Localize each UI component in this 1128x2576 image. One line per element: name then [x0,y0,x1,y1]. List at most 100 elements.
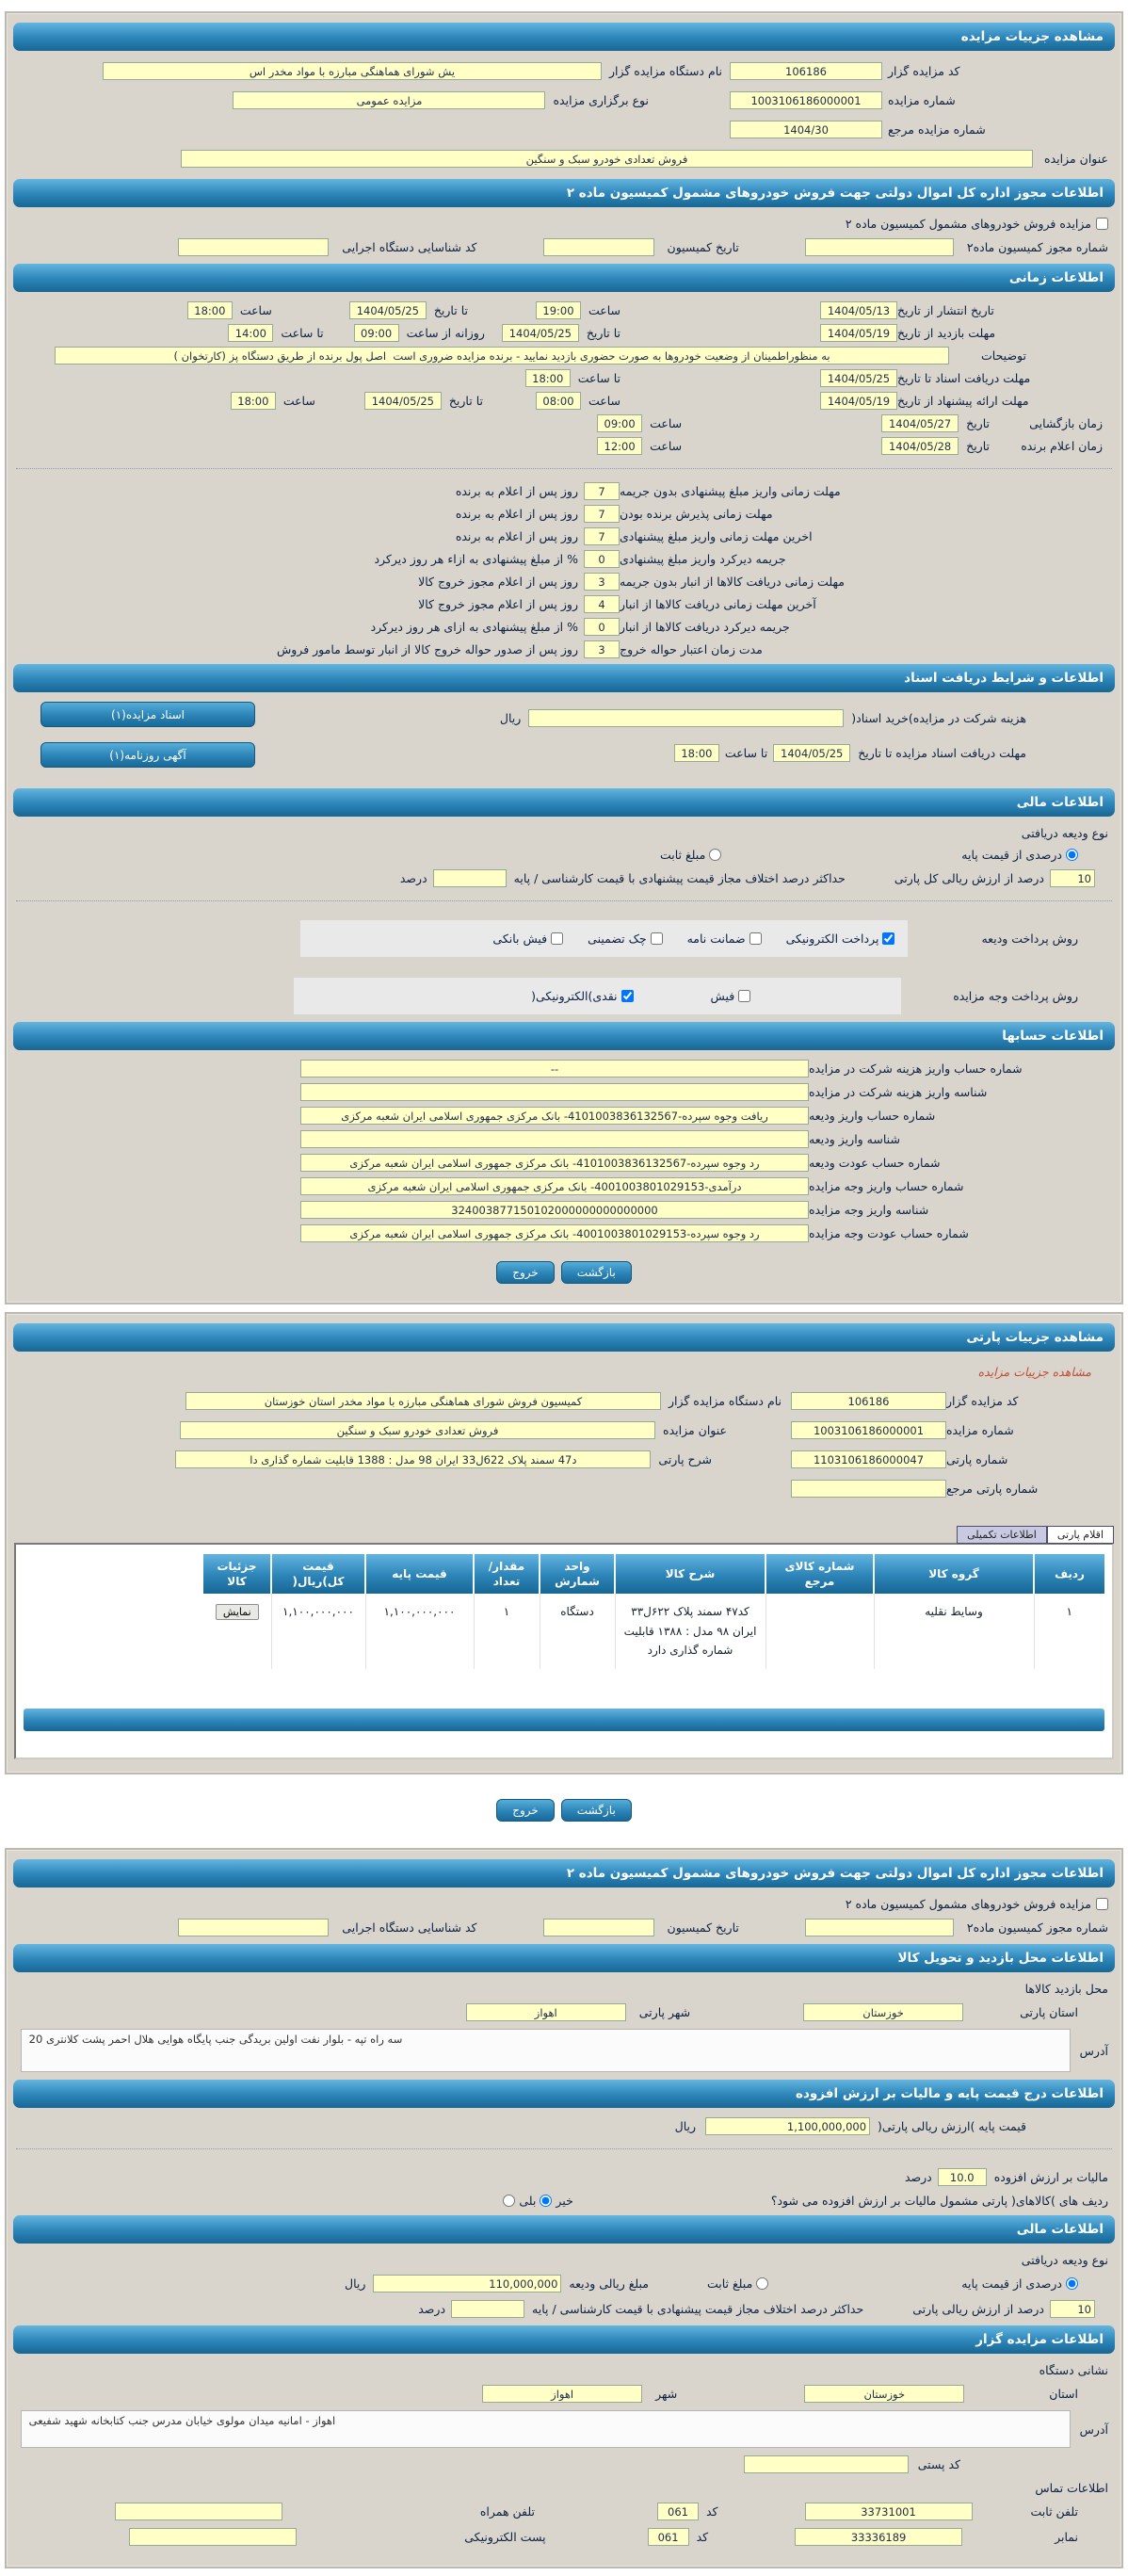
fax-input[interactable] [795,2528,963,2546]
deposit-percent-radio[interactable] [1066,2277,1078,2290]
auction-documents-button[interactable]: اسناد مزایده(۱) [40,702,255,727]
visit-until-time-input[interactable] [228,324,274,342]
docs-deadline2-date-input[interactable] [773,744,851,762]
publish-from-date-input[interactable] [820,301,897,319]
commission2-checkbox[interactable] [1096,1898,1108,1910]
bidder-code-input[interactable] [730,62,882,80]
account-input[interactable] [300,1083,809,1101]
party-bidder-code-input[interactable] [791,1392,946,1410]
show-item-details-button[interactable]: نمایش [215,1604,259,1621]
deposit-fixed-radio[interactable] [756,2277,769,2290]
offer-to-time-input[interactable] [230,392,276,410]
account-input[interactable] [300,1154,809,1172]
offer-from-date-input[interactable] [820,392,897,410]
winner-time-input[interactable] [597,437,643,455]
guarantee-checkbox[interactable] [749,932,762,945]
cash-electronic-checkbox[interactable] [620,990,634,1002]
permit-no-input[interactable] [804,1919,954,1936]
account-input[interactable] [300,1107,809,1125]
party-city-input[interactable] [465,2003,626,2021]
opening-date-input[interactable] [881,414,959,432]
penalty-value-input[interactable] [584,640,620,658]
party-desc-input[interactable] [175,1450,652,1468]
penalty-value-input[interactable] [584,527,620,545]
docs-deadline2-time-input[interactable] [673,744,719,762]
account-input[interactable] [300,1177,809,1195]
maxdiff-input[interactable] [432,869,507,887]
publish-to-time-input[interactable] [186,301,233,319]
exit-button[interactable]: خروج [496,1799,555,1822]
phone-code-input[interactable] [657,2503,699,2520]
visit-from-date-input[interactable] [820,324,897,342]
base-price-input[interactable] [705,2117,871,2135]
phone-input[interactable] [804,2503,973,2520]
party-ref-input[interactable] [791,1480,946,1498]
deposit-fixed-radio[interactable] [709,849,722,861]
slip-checkbox[interactable] [738,990,751,1002]
auction-subject-input[interactable] [181,150,1034,168]
account-input[interactable] [300,1201,809,1219]
electronic-payment-checkbox[interactable] [882,932,895,945]
commission2-checkbox[interactable] [1096,218,1108,230]
account-input[interactable] [300,1224,809,1242]
org-city-input[interactable] [482,2385,643,2403]
email-input[interactable] [129,2528,298,2546]
deposit-percent-radio[interactable] [1066,849,1078,861]
penalty-value-input[interactable] [584,482,620,500]
back-button[interactable]: بازگشت [560,1261,632,1284]
opening-time-input[interactable] [597,414,643,432]
auction-ref-input[interactable] [730,121,882,138]
org-name-input[interactable] [102,62,602,80]
org-address-field[interactable]: اهواز - امانیه میدان مولوی خیابان مدرس ج… [20,2410,1071,2448]
deposit-amount-input[interactable] [373,2275,562,2292]
postal-code-input[interactable] [743,2455,909,2473]
offer-from-time-input[interactable] [535,392,581,410]
exec-id-input[interactable] [178,1919,330,1936]
vat-no-radio[interactable] [540,2195,553,2207]
org-province-input[interactable] [804,2385,965,2403]
commission-date-input[interactable] [542,1919,654,1936]
fax-code-input[interactable] [647,2528,689,2546]
vat-input[interactable] [937,2168,987,2186]
docs-deadline-time-input[interactable] [524,369,571,387]
auction-no-input[interactable] [730,91,882,109]
notes-input[interactable] [55,347,950,365]
newspaper-ad-button[interactable]: آگهی روزنامه(۱) [40,742,255,768]
deposit-percent-input[interactable] [1050,869,1095,887]
offer-to-date-input[interactable] [363,392,442,410]
party-subject-input[interactable] [180,1421,656,1439]
deposit-percent-input[interactable] [1050,2300,1095,2318]
party-address-field[interactable]: سه راه تپه - بلوار نفت اولین بریدگی جنب … [20,2029,1071,2072]
account-input[interactable] [300,1060,809,1077]
auction-type-input[interactable] [233,91,546,109]
penalty-value-input[interactable] [584,550,620,568]
commission-date-input[interactable] [542,238,654,256]
account-input[interactable] [300,1130,809,1148]
docs-deadline-date-input[interactable] [820,369,897,387]
exec-id-input[interactable] [178,238,330,256]
party-no-input[interactable] [791,1450,946,1468]
tab-party-items[interactable]: اقلام پارتی [1046,1526,1114,1544]
visit-to-date-input[interactable] [501,324,579,342]
permit-no-input[interactable] [804,238,954,256]
back-button[interactable]: بازگشت [560,1799,632,1822]
penalty-value-input[interactable] [584,618,620,636]
exit-button[interactable]: خروج [496,1261,555,1284]
winner-date-input[interactable] [881,437,959,455]
publish-from-time-input[interactable] [535,301,581,319]
penalty-value-input[interactable] [584,505,620,523]
tab-additional-info[interactable]: اطلاعات تکمیلی [957,1526,1047,1544]
visit-from-time-input[interactable] [353,324,399,342]
maxdiff-input[interactable] [451,2300,525,2318]
bank-slip-checkbox[interactable] [551,932,564,945]
party-auction-no-input[interactable] [791,1421,946,1439]
fee-input[interactable] [528,709,845,727]
penalty-value-input[interactable] [584,573,620,591]
secured-check-checkbox[interactable] [650,932,663,945]
party-province-input[interactable] [803,2003,964,2021]
vat-yes-radio[interactable] [503,2195,516,2207]
mobile-input[interactable] [114,2503,282,2520]
penalty-value-input[interactable] [584,595,620,613]
publish-to-date-input[interactable] [348,301,427,319]
party-org-input[interactable] [185,1392,661,1410]
